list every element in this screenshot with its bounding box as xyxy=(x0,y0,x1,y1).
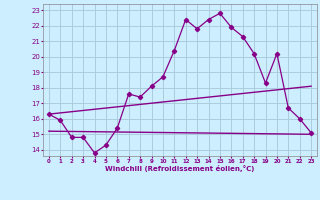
X-axis label: Windchill (Refroidissement éolien,°C): Windchill (Refroidissement éolien,°C) xyxy=(105,165,255,172)
